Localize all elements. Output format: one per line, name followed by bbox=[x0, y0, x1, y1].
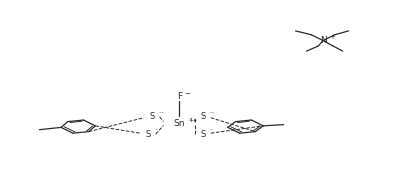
Text: Sn: Sn bbox=[173, 119, 185, 128]
Text: S: S bbox=[149, 112, 154, 121]
Text: ⁻⁻: ⁻⁻ bbox=[210, 112, 216, 117]
Text: +: + bbox=[329, 34, 335, 40]
Text: ⁻: ⁻ bbox=[154, 130, 157, 135]
Text: S: S bbox=[145, 130, 151, 139]
Text: F: F bbox=[177, 92, 182, 101]
Text: ⁻: ⁻ bbox=[210, 130, 212, 135]
Text: N: N bbox=[320, 36, 327, 45]
Text: S: S bbox=[200, 130, 206, 139]
Text: ⁻⁻: ⁻⁻ bbox=[158, 112, 164, 117]
Text: −: − bbox=[184, 91, 190, 97]
Text: S: S bbox=[200, 112, 206, 121]
Text: 4+: 4+ bbox=[189, 118, 198, 123]
